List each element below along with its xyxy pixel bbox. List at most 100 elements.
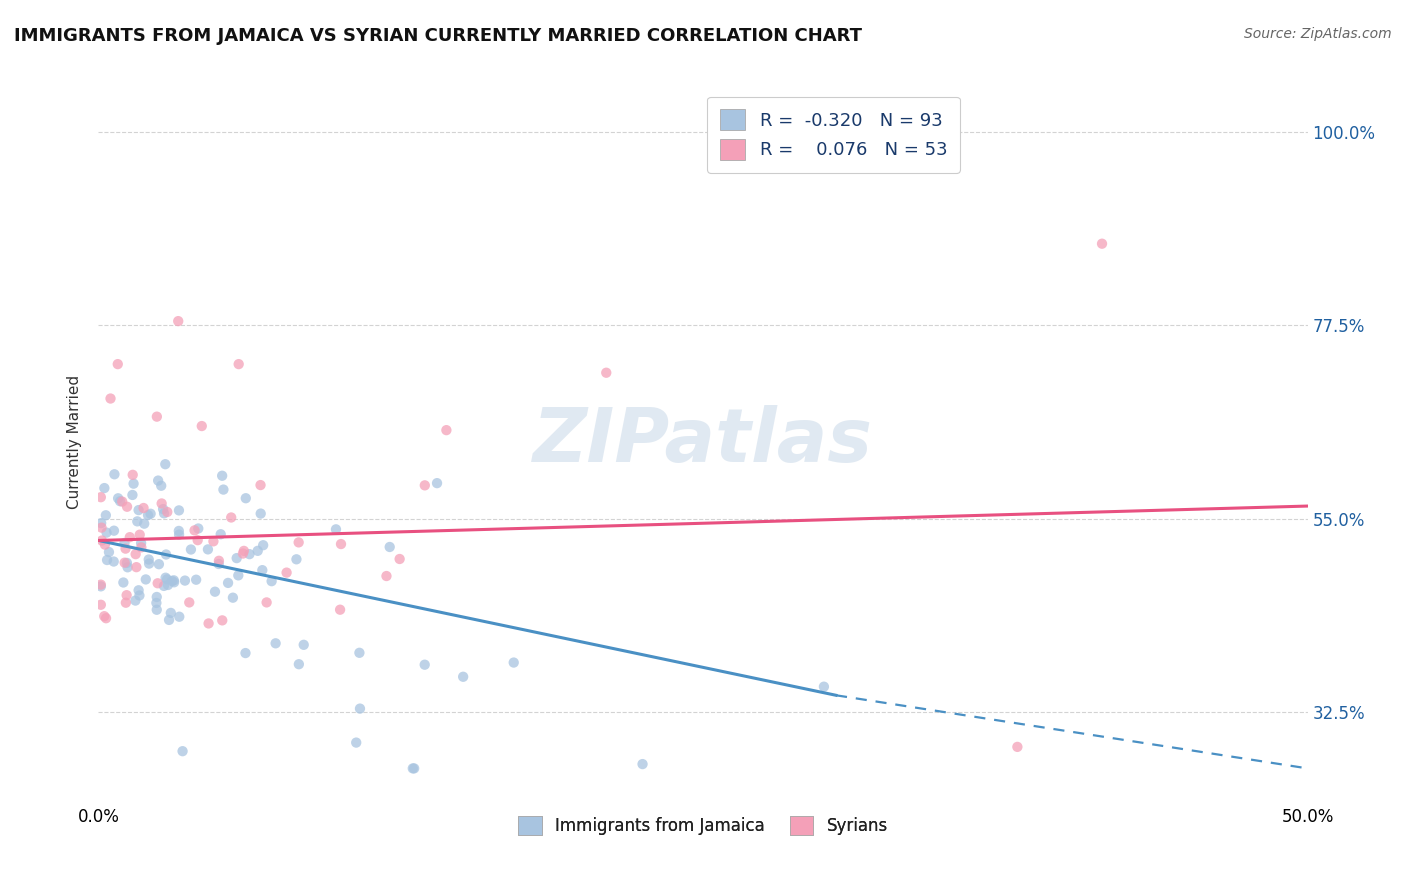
Point (115, 596, 138, 610)
Point (226, 568, 249, 582)
Point (1007, 739, 1029, 754)
Point (94, 611, 117, 625)
Point (222, 591, 245, 605)
Point (208, 554, 231, 568)
Point (217, 575, 239, 590)
Point (155, 548, 177, 562)
Point (122, 476, 145, 491)
Point (155, 457, 177, 471)
Point (228, 357, 250, 371)
Point (197, 616, 219, 631)
Point (292, 638, 315, 652)
Point (276, 566, 298, 580)
Point (139, 507, 162, 521)
Point (167, 527, 190, 541)
Point (252, 563, 274, 577)
Point (128, 527, 150, 541)
Point (163, 574, 186, 588)
Text: Source: ZipAtlas.com: Source: ZipAtlas.com (1244, 27, 1392, 41)
Point (131, 541, 153, 555)
Point (235, 491, 257, 506)
Point (94, 538, 117, 552)
Point (136, 508, 159, 522)
Point (134, 516, 156, 531)
Point (325, 522, 347, 536)
Point (124, 593, 146, 607)
Point (375, 569, 398, 583)
Point (502, 656, 524, 670)
Point (90, 516, 112, 530)
Point (100, 392, 122, 406)
Point (114, 541, 136, 556)
Point (115, 556, 138, 570)
Point (180, 542, 202, 557)
Point (90, 579, 112, 593)
Point (160, 574, 183, 588)
Point (150, 479, 173, 493)
Point (232, 547, 254, 561)
Point (103, 524, 125, 538)
Point (1091, 236, 1114, 251)
Point (135, 573, 157, 587)
Point (90, 577, 112, 591)
Point (426, 476, 449, 491)
Point (208, 557, 231, 571)
Point (90, 521, 112, 535)
Point (252, 538, 274, 552)
Point (202, 534, 225, 549)
Point (103, 467, 125, 482)
Point (121, 488, 143, 502)
Point (115, 588, 138, 602)
Point (156, 505, 179, 519)
Point (107, 491, 129, 506)
Point (90, 598, 112, 612)
Point (157, 613, 180, 627)
Point (197, 542, 219, 557)
Point (155, 571, 177, 585)
Point (128, 583, 150, 598)
Point (179, 595, 201, 609)
Point (96, 553, 118, 567)
Point (329, 603, 352, 617)
Point (115, 500, 138, 514)
Point (204, 584, 226, 599)
Point (153, 506, 176, 520)
Point (117, 560, 139, 574)
Text: IMMIGRANTS FROM JAMAICA VS SYRIAN CURRENTLY MARRIED CORRELATION CHART: IMMIGRANTS FROM JAMAICA VS SYRIAN CURREN… (14, 27, 862, 45)
Point (138, 552, 160, 566)
Point (434, 423, 457, 437)
Point (260, 574, 283, 589)
Point (114, 556, 136, 570)
Point (103, 555, 125, 569)
Y-axis label: Currently Married: Currently Married (67, 375, 83, 508)
Point (145, 590, 167, 604)
Point (219, 510, 242, 524)
Point (167, 524, 190, 538)
Point (114, 536, 136, 550)
Point (167, 314, 190, 328)
Point (163, 575, 186, 590)
Point (112, 575, 135, 590)
Point (211, 468, 233, 483)
Point (631, 757, 654, 772)
Point (146, 474, 169, 488)
Point (138, 557, 160, 571)
Point (127, 514, 149, 528)
Point (159, 606, 181, 620)
Point (451, 670, 474, 684)
Point (146, 576, 169, 591)
Point (90, 533, 112, 548)
Point (167, 503, 190, 517)
Point (349, 701, 371, 715)
Point (153, 579, 176, 593)
Point (148, 558, 170, 572)
Point (118, 530, 141, 544)
Point (128, 589, 150, 603)
Point (124, 547, 146, 561)
Point (330, 537, 353, 551)
Point (209, 527, 232, 541)
Point (146, 409, 169, 424)
Point (413, 657, 436, 672)
Text: ZIPatlas: ZIPatlas (533, 405, 873, 478)
Point (96, 525, 118, 540)
